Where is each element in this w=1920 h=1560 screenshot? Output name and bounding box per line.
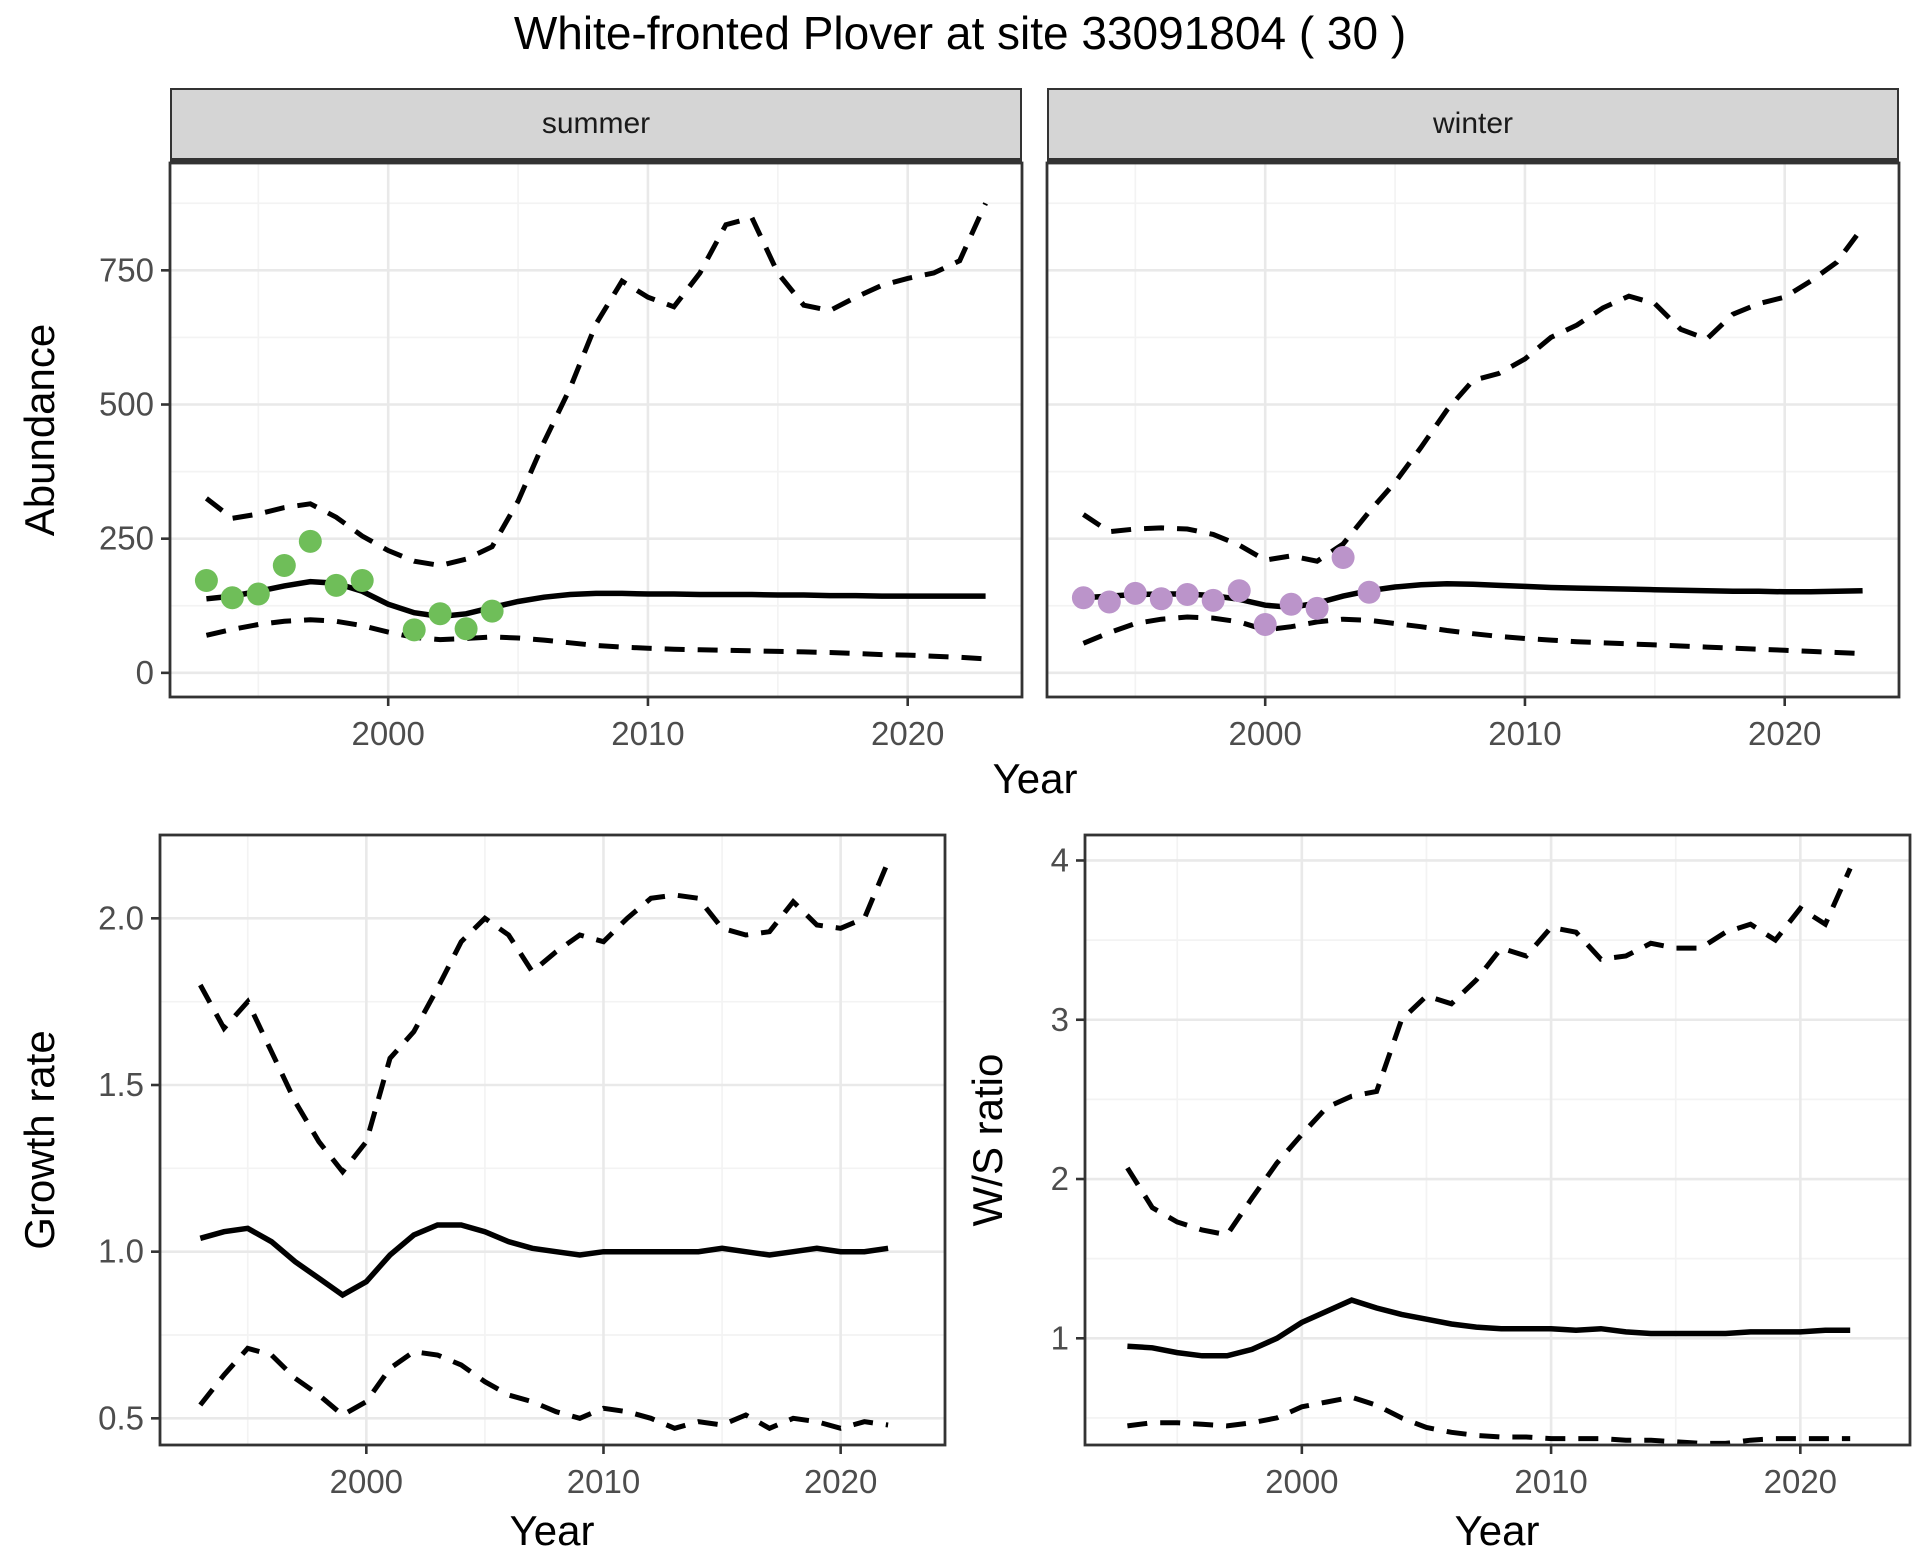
observed-winter-counts-point (1227, 579, 1251, 603)
observed-winter-counts-point (1201, 588, 1225, 612)
y-tick-label: 250 (99, 520, 154, 557)
x-tick-label: 2000 (351, 715, 424, 752)
observed-winter-counts-point (1071, 586, 1095, 610)
y-tick-label: 1.5 (98, 1066, 144, 1103)
observed-winter-counts-point (1149, 587, 1173, 611)
facet-strip-winter-label: winter (1432, 107, 1514, 140)
y-tick-label: 750 (99, 251, 154, 288)
y-tick-label: 3 (1051, 1001, 1069, 1038)
x-tick-label: 2020 (804, 1463, 877, 1500)
series-lower-95ci (1127, 1394, 1851, 1446)
observed-summer-counts-point (194, 569, 218, 592)
series-upper-95ci (198, 860, 891, 1176)
x-tick-label: 2000 (1265, 1463, 1338, 1500)
y-tick-label: 0 (136, 654, 154, 691)
series-median-fit (199, 1222, 889, 1299)
panel-border (168, 161, 1024, 699)
observed-winter-counts-point (1279, 592, 1303, 616)
panel-background (1047, 163, 1899, 697)
observed-winter-counts-point (1357, 580, 1381, 604)
panel-border (158, 833, 947, 1447)
observed-summer-counts-point (428, 602, 452, 626)
observed-winter-counts-point (1123, 581, 1147, 605)
x-tick-label: 2010 (567, 1463, 640, 1500)
x-tick-label: 2010 (1514, 1463, 1587, 1500)
panel-abundance-summer: 2000 2010 2020 0 250 500 750 (99, 161, 1024, 752)
y-tick-label: 1 (1051, 1319, 1069, 1356)
y-tick-label: 2 (1051, 1160, 1069, 1197)
x-axis-title-bottom-left: Year (509, 1507, 595, 1554)
observed-summer-counts-point (246, 582, 270, 606)
panel-abundance-winter: 2000 2010 2020 (1045, 161, 1901, 752)
observed-summer-counts-point (298, 529, 322, 553)
panel-ws-ratio: 2000 2010 2020 1 2 3 4 (1051, 833, 1912, 1500)
observed-winter-counts-point (1253, 613, 1277, 636)
facet-strip-summer-label: summer (541, 107, 651, 140)
observed-winter-counts-point (1305, 596, 1329, 620)
observed-summer-counts-point (350, 569, 374, 592)
facet-strip-summer: summer (170, 88, 1022, 163)
observed-summer-counts-point (272, 554, 296, 577)
observed-winter-counts-point (1331, 546, 1355, 569)
observed-summer-counts-point (402, 618, 426, 642)
observed-summer-counts-point (454, 617, 478, 641)
series-lower-95ci (198, 1345, 889, 1432)
y-axis-title-abundance: Abundance (16, 323, 63, 537)
y-tick-label: 4 (1051, 841, 1069, 878)
x-tick-label: 2000 (330, 1463, 403, 1500)
y-tick-label: 500 (99, 386, 154, 423)
x-tick-label: 2000 (1228, 715, 1301, 752)
observed-winter-counts-point (1097, 590, 1121, 614)
series-upper-95ci (1125, 867, 1853, 1238)
x-tick-label: 2010 (1488, 715, 1561, 752)
observed-summer-counts-point (480, 599, 504, 623)
y-axis-title-growth-rate: Growth rate (16, 1030, 63, 1250)
panel-growth-rate: 2000 2010 2020 0.5 1.0 1.5 2.0 (98, 833, 947, 1500)
series-lower-95ci (1082, 614, 1863, 656)
panel-border (1083, 833, 1912, 1447)
panel-background (160, 835, 945, 1445)
observed-summer-counts-point (220, 586, 244, 610)
x-axis-title-bottom-right: Year (1454, 1507, 1540, 1554)
panel-border (1045, 161, 1901, 699)
y-tick-label: 1.0 (98, 1233, 144, 1270)
x-tick-label: 2020 (1748, 715, 1821, 752)
x-axis-title-top: Year (992, 755, 1078, 802)
y-tick-label: 2.0 (98, 899, 144, 936)
observed-summer-counts-point (324, 573, 348, 597)
series-upper-95ci (204, 202, 988, 569)
facet-strip-winter: winter (1047, 88, 1899, 163)
series-upper-95ci (1082, 225, 1865, 564)
plot-title: White-fronted Plover at site 33091804 ( … (513, 7, 1407, 59)
observed-winter-counts-point (1175, 583, 1199, 606)
panel-background (170, 163, 1022, 697)
y-tick-label: 0.5 (98, 1399, 144, 1436)
series-median-fit (1127, 1297, 1851, 1359)
x-tick-label: 2020 (871, 715, 944, 752)
x-tick-label: 2010 (611, 715, 684, 752)
x-tick-label: 2020 (1764, 1463, 1837, 1500)
